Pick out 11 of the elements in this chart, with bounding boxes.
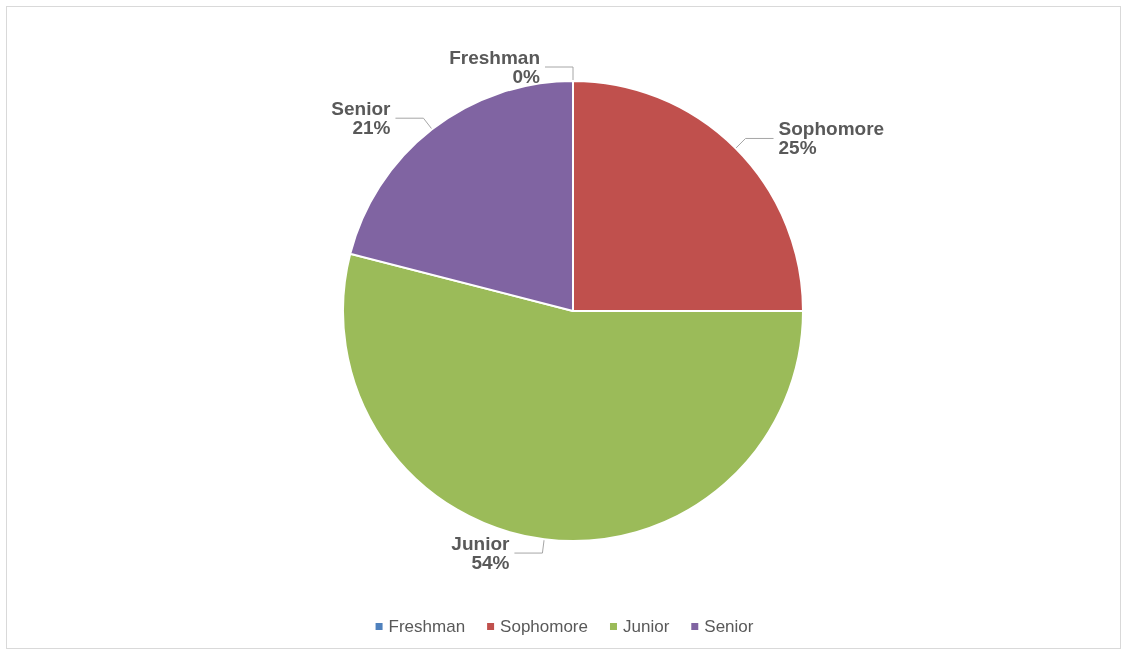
legend-label: Freshman <box>388 617 466 636</box>
data-label: 21% <box>352 117 391 139</box>
legend-label: Sophomore <box>500 617 588 636</box>
slice-label: Junior <box>451 533 511 555</box>
slice-label: Sophomore <box>778 118 885 140</box>
text: 0% <box>512 66 540 87</box>
legend-label: Junior <box>622 617 670 636</box>
legend-label: Senior <box>704 617 754 636</box>
data-label: 54% <box>471 552 510 574</box>
category-label: Freshman <box>449 47 540 68</box>
slice-label: Senior <box>331 98 392 120</box>
